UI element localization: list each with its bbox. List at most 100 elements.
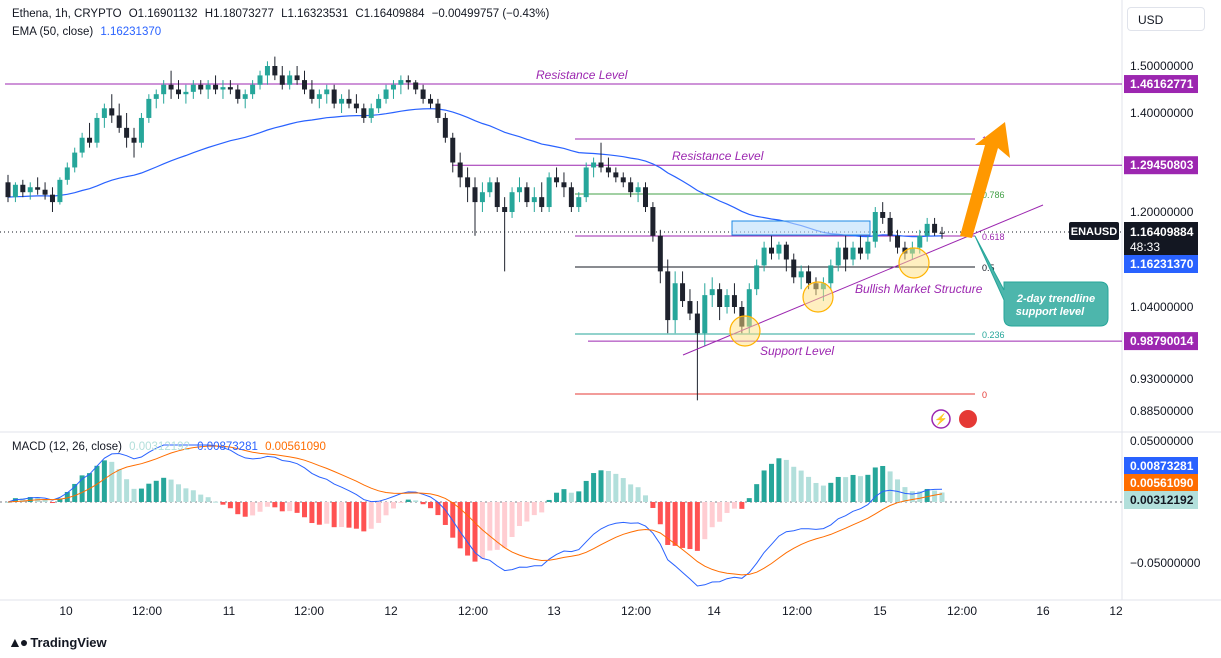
macd-hist-bar: [435, 502, 441, 516]
candle-body: [198, 84, 204, 90]
candle-body: [672, 283, 678, 321]
macd-hist-bar: [316, 502, 322, 525]
macd-hist-bar: [109, 461, 115, 502]
macd-hist-bar: [576, 491, 582, 502]
currency-button[interactable]: USD: [1127, 7, 1205, 31]
x-tick-label: 15: [873, 604, 887, 618]
candle-body: [539, 197, 545, 208]
macd-hist-bar: [198, 494, 204, 502]
macd-line: [7, 444, 943, 587]
macd-hist-bar: [806, 476, 812, 502]
macd-hist-bar: [428, 502, 434, 509]
y-tick-label: 1.20000000: [1130, 205, 1194, 219]
candle-body: [35, 187, 41, 190]
macd-hist-bar: [895, 479, 901, 502]
candle-body: [264, 66, 270, 76]
candle-body: [450, 137, 456, 163]
candle-body: [761, 247, 767, 266]
candle-body: [131, 137, 137, 143]
symbol-tag-text: ENAUSD: [1071, 226, 1118, 238]
callout-box: [974, 235, 1109, 327]
macd-hist-bar: [420, 502, 426, 505]
candle-body: [516, 187, 522, 193]
candle-body: [324, 89, 330, 95]
candle-body: [398, 80, 404, 85]
macd-hist-bar: [628, 484, 634, 502]
macd-hist-bar: [465, 502, 471, 556]
candle-body: [272, 66, 278, 76]
macd-hist-bar: [457, 502, 463, 549]
macd-hist-bar: [739, 502, 745, 509]
macd-hist-bar: [346, 502, 352, 528]
symbol-line: Ethena, 1h, CRYPTO: [12, 8, 122, 20]
macd-hist-bar: [146, 483, 152, 502]
candle-body: [472, 187, 478, 203]
current-price-tag: [1124, 222, 1198, 256]
x-tick-label: 10: [59, 604, 73, 618]
macd-hist-bar: [87, 473, 93, 502]
macd-hist-bar: [390, 502, 396, 509]
macd-hist-bar: [820, 485, 826, 502]
candle-body: [583, 167, 589, 198]
price-tag: [1124, 255, 1198, 273]
macd-hist-bar: [49, 502, 55, 504]
callout-text-2: support level: [1016, 306, 1085, 318]
macd-hist-bar: [190, 490, 196, 502]
candle-body: [109, 108, 115, 116]
macd-hist-bar: [598, 470, 604, 502]
symbol-tag: [1069, 222, 1119, 240]
candle-body: [724, 295, 730, 307]
candle-body: [798, 271, 804, 278]
macd-hist-value: 0.00312192: [129, 441, 190, 453]
highlight-circle: [898, 247, 930, 279]
macd-legend: MACD (12, 26, close) 0.00312192 0.008732…: [12, 441, 330, 453]
candle-body: [917, 235, 923, 248]
fib-ratio-label: 0: [982, 390, 987, 400]
candle-body: [376, 98, 382, 109]
macd-hist-bar: [101, 460, 107, 502]
macd-hist-bar: [909, 491, 915, 502]
candle-body: [895, 235, 901, 248]
candle-body: [383, 89, 389, 99]
candle-body: [72, 152, 78, 168]
x-tick-label: 12:00: [458, 604, 488, 618]
macd-hist-bar: [368, 502, 374, 529]
macd-signal-value: 0.00561090: [265, 441, 326, 453]
macd-hist-bar: [724, 502, 730, 513]
candle-body: [442, 117, 448, 138]
candle-body: [613, 172, 619, 178]
candle-body: [420, 89, 426, 99]
candle-body: [138, 117, 144, 143]
macd-hist-bar: [850, 474, 856, 502]
y-tick-label: 1.04000000: [1130, 300, 1194, 314]
candle-body: [843, 247, 849, 260]
price-tag: [1124, 75, 1198, 94]
macd-hist-bar: [294, 502, 300, 513]
macd-hist-bar: [353, 502, 359, 529]
high-value: H1.18073277: [204, 8, 274, 20]
tradingview-icon: ▲●: [8, 634, 28, 650]
macd-hist-bar: [932, 490, 938, 502]
macd-hist-bar: [524, 502, 530, 522]
lightning-glyph: ⚡: [934, 413, 948, 426]
x-tick-label: 16: [1036, 604, 1050, 618]
candle-body: [257, 75, 263, 85]
macd-hist-bar: [642, 495, 648, 502]
candle-body: [168, 84, 174, 90]
macd-hist-bar: [872, 467, 878, 502]
candle-body: [101, 108, 107, 118]
candle-body: [746, 289, 752, 327]
tradingview-logo[interactable]: ▲● TradingView: [8, 634, 107, 650]
macd-hist-bar: [657, 502, 663, 525]
macd-hist-bar: [257, 502, 263, 512]
macd-line-value: 0.00873281: [197, 441, 258, 453]
candle-body: [294, 75, 300, 81]
candle-body: [20, 184, 26, 193]
x-tick-label: 12:00: [621, 604, 651, 618]
fib-ratio-label: 0.618: [982, 232, 1005, 242]
macd-hist-bar: [791, 466, 797, 502]
macd-hist-bar: [709, 502, 715, 528]
macd-hist-bar: [857, 476, 863, 502]
candle-body: [57, 179, 63, 203]
